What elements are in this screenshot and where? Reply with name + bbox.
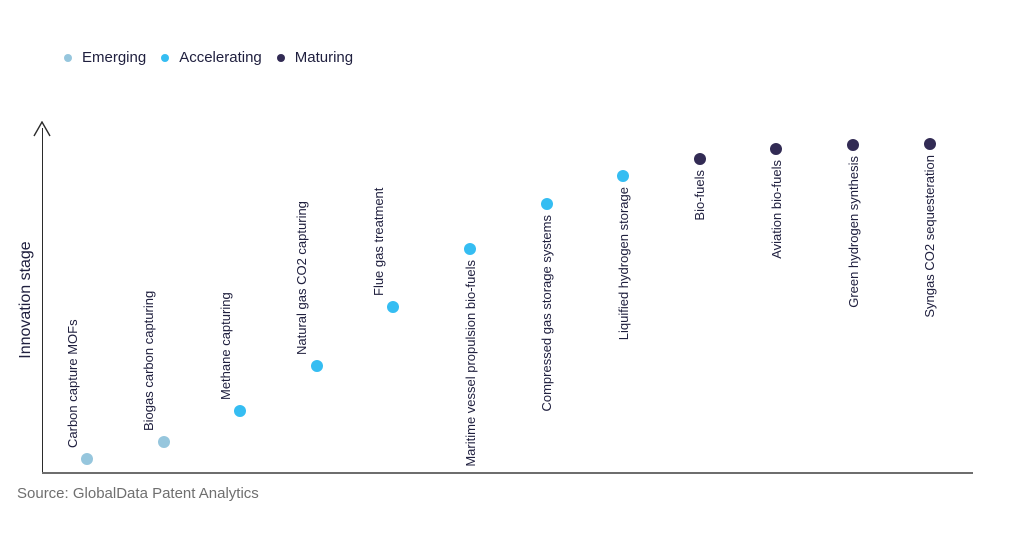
x-axis-line xyxy=(42,472,973,474)
data-point xyxy=(464,242,476,255)
point-label: Syngas CO2 sequesteration xyxy=(922,154,938,318)
point-label: Flue gas treatment xyxy=(370,188,386,297)
data-point xyxy=(540,197,553,210)
data-point xyxy=(310,360,323,373)
point-label: Carbon capture MOFs xyxy=(64,319,80,449)
point-label: Bio-fuels xyxy=(692,170,708,221)
point-label: Natural gas CO2 capturing xyxy=(294,201,310,356)
legend-label: Emerging xyxy=(82,49,147,66)
data-point xyxy=(81,453,93,466)
source-note: Source: GlobalData Patent Analytics xyxy=(17,485,259,502)
data-point xyxy=(923,137,936,150)
legend-item-maturing: Maturing xyxy=(276,49,354,66)
legend-dot-icon xyxy=(276,53,285,62)
chart-legend: Emerging Accelerating Maturing xyxy=(64,49,353,66)
data-point xyxy=(617,170,630,183)
y-axis-line xyxy=(42,128,44,473)
legend-item-emerging: Emerging xyxy=(64,49,146,66)
data-point xyxy=(770,142,783,155)
point-label: Biogas carbon capturing xyxy=(141,290,157,431)
data-point xyxy=(847,139,859,152)
point-label: Methane capturing xyxy=(217,292,233,400)
legend-label: Accelerating xyxy=(179,49,262,66)
point-label: Compressed gas storage systems xyxy=(539,214,555,412)
point-label: Green hydrogen synthesis xyxy=(845,156,861,309)
data-point xyxy=(234,404,247,417)
legend-item-accelerating: Accelerating xyxy=(161,49,262,66)
data-point xyxy=(387,301,400,314)
data-point xyxy=(157,435,170,448)
point-label: Aviation bio-fuels xyxy=(768,159,784,259)
data-point xyxy=(693,153,706,166)
y-axis-arrow-icon xyxy=(33,121,51,137)
legend-dot-icon xyxy=(64,53,72,62)
point-label: Maritime vessel propulsion bio-fuels xyxy=(462,259,478,467)
point-label: Liquified hydrogen storage xyxy=(615,187,631,341)
legend-label: Maturing xyxy=(294,49,354,66)
legend-dot-icon xyxy=(161,53,170,62)
